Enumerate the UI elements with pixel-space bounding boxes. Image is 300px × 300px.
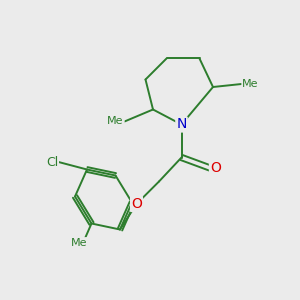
Text: Me: Me [242,79,259,89]
Text: Me: Me [71,238,88,248]
Text: Cl: Cl [46,155,58,169]
Text: N: N [176,118,187,131]
Text: O: O [131,197,142,211]
Text: O: O [210,161,221,175]
Text: Me: Me [107,116,124,127]
